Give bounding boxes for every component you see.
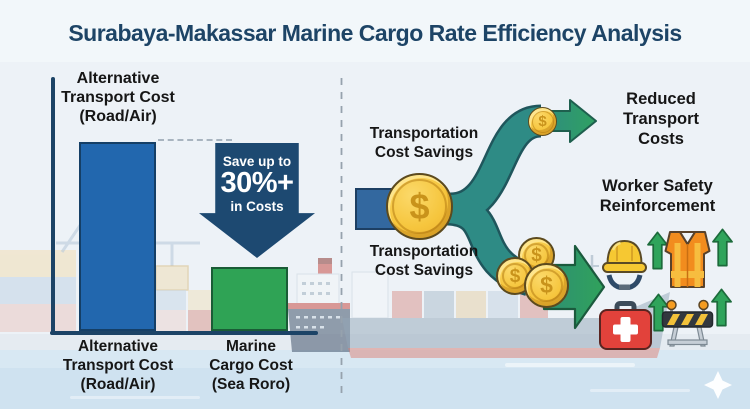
cargo-ship [342,255,670,358]
hanging-container [155,265,189,291]
container-stack-left [0,250,76,332]
sparkle-icon [704,371,732,399]
container-stack-mid [150,290,234,332]
small-ship [288,258,350,352]
